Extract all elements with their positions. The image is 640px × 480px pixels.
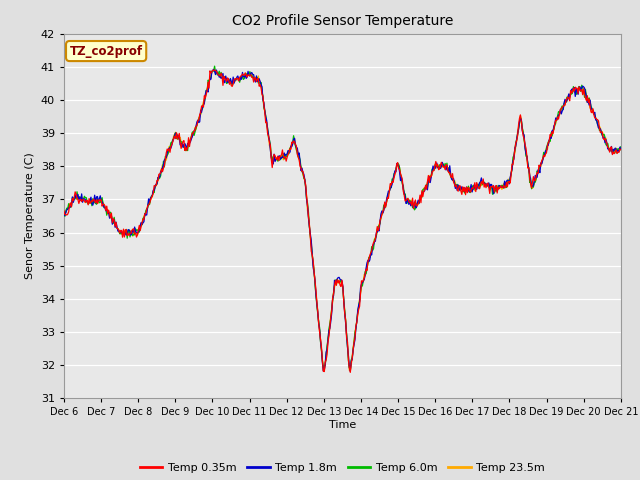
Temp 0.35m bbox=[210, 67, 218, 73]
Temp 0.35m bbox=[434, 161, 442, 167]
Temp 6.0m bbox=[211, 63, 218, 69]
Temp 6.0m bbox=[346, 367, 354, 373]
Temp 0.35m bbox=[481, 181, 489, 187]
X-axis label: Time: Time bbox=[329, 420, 356, 430]
Temp 6.0m bbox=[159, 168, 166, 173]
Temp 23.5m bbox=[434, 163, 442, 169]
Temp 1.8m bbox=[434, 165, 442, 171]
Temp 0.35m bbox=[617, 146, 625, 152]
Temp 0.35m bbox=[204, 88, 211, 94]
Title: CO2 Profile Sensor Temperature: CO2 Profile Sensor Temperature bbox=[232, 14, 453, 28]
Temp 23.5m bbox=[321, 369, 328, 374]
Line: Temp 0.35m: Temp 0.35m bbox=[64, 70, 621, 372]
Temp 6.0m bbox=[434, 163, 442, 169]
Temp 0.35m bbox=[313, 300, 321, 305]
Legend: Temp 0.35m, Temp 1.8m, Temp 6.0m, Temp 23.5m: Temp 0.35m, Temp 1.8m, Temp 6.0m, Temp 2… bbox=[135, 459, 550, 478]
Line: Temp 6.0m: Temp 6.0m bbox=[64, 66, 621, 370]
Temp 1.8m bbox=[313, 300, 321, 306]
Temp 1.8m bbox=[346, 368, 354, 374]
Temp 1.8m bbox=[481, 182, 489, 188]
Line: Temp 1.8m: Temp 1.8m bbox=[64, 70, 621, 371]
Temp 1.8m bbox=[60, 213, 68, 218]
Temp 23.5m bbox=[481, 180, 489, 186]
Temp 6.0m bbox=[204, 88, 211, 94]
Y-axis label: Senor Temperature (C): Senor Temperature (C) bbox=[25, 153, 35, 279]
Line: Temp 23.5m: Temp 23.5m bbox=[64, 70, 621, 372]
Temp 1.8m bbox=[204, 88, 211, 94]
Text: TZ_co2prof: TZ_co2prof bbox=[70, 45, 143, 58]
Temp 1.8m bbox=[390, 172, 398, 178]
Temp 6.0m bbox=[481, 180, 489, 186]
Temp 23.5m bbox=[204, 86, 211, 92]
Temp 1.8m bbox=[210, 67, 218, 72]
Temp 23.5m bbox=[210, 67, 218, 73]
Temp 23.5m bbox=[60, 213, 68, 218]
Temp 0.35m bbox=[159, 169, 166, 175]
Temp 1.8m bbox=[617, 147, 625, 153]
Temp 6.0m bbox=[313, 303, 321, 309]
Temp 23.5m bbox=[617, 146, 625, 152]
Temp 23.5m bbox=[390, 175, 398, 180]
Temp 6.0m bbox=[390, 171, 398, 177]
Temp 23.5m bbox=[159, 162, 166, 168]
Temp 1.8m bbox=[159, 165, 166, 170]
Temp 23.5m bbox=[313, 298, 321, 304]
Temp 6.0m bbox=[617, 144, 625, 150]
Temp 0.35m bbox=[390, 175, 398, 180]
Temp 0.35m bbox=[346, 370, 354, 375]
Temp 0.35m bbox=[60, 208, 68, 214]
Temp 6.0m bbox=[60, 212, 68, 217]
